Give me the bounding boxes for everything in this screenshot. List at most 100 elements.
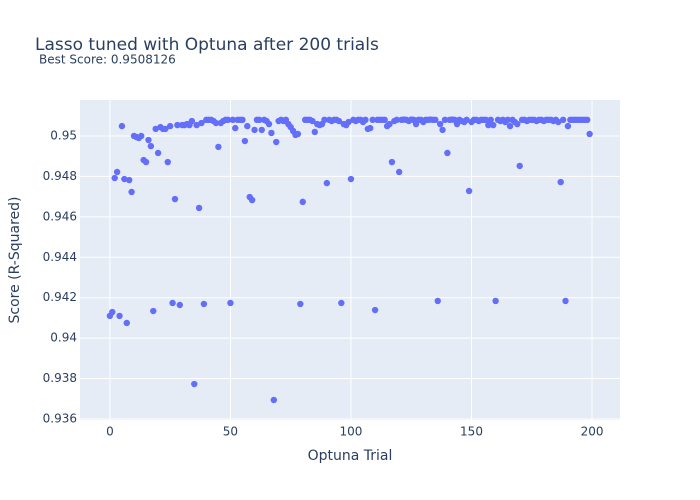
- point: [345, 118, 352, 126]
- point: [241, 137, 249, 145]
- point: [584, 116, 591, 124]
- point: [193, 121, 200, 129]
- y-tick-label: 0.944: [43, 250, 77, 264]
- point: [123, 319, 130, 327]
- point: [273, 138, 280, 146]
- x-tick-label: 200: [581, 425, 604, 439]
- point: [393, 116, 400, 124]
- point: [191, 380, 198, 388]
- point: [125, 176, 133, 184]
- x-tick-label: 50: [223, 425, 238, 439]
- y-tick-label: 0.938: [43, 371, 77, 385]
- point: [388, 158, 396, 166]
- point: [586, 130, 593, 138]
- point: [232, 124, 239, 132]
- point: [432, 116, 439, 124]
- point: [154, 149, 162, 157]
- point: [492, 297, 499, 305]
- y-tick-label: 0.948: [43, 169, 77, 183]
- point: [118, 122, 126, 130]
- point: [321, 116, 328, 124]
- point: [128, 188, 135, 196]
- point: [323, 179, 331, 187]
- point: [485, 121, 492, 129]
- point: [506, 122, 514, 130]
- y-tick-label: 0.946: [43, 209, 77, 223]
- point: [463, 116, 470, 124]
- point: [311, 128, 319, 136]
- point: [109, 308, 116, 316]
- point: [176, 301, 184, 309]
- point: [150, 307, 157, 315]
- point: [147, 142, 155, 150]
- point: [138, 132, 145, 140]
- point: [381, 116, 388, 124]
- point: [487, 116, 494, 124]
- point: [369, 116, 376, 124]
- point: [116, 312, 123, 320]
- point: [145, 136, 152, 144]
- point: [362, 116, 369, 124]
- point: [164, 158, 171, 166]
- point: [395, 168, 403, 176]
- y-tick-label: 0.942: [43, 290, 77, 304]
- point: [212, 119, 220, 127]
- point: [171, 195, 179, 203]
- x-tick-label: 150: [460, 425, 483, 439]
- point: [557, 178, 564, 186]
- point: [239, 116, 246, 124]
- point: [516, 162, 523, 170]
- chart-subtitle: Best Score: 0.9508126: [39, 53, 176, 67]
- point: [367, 124, 374, 132]
- point: [200, 300, 208, 308]
- point: [309, 117, 316, 125]
- point: [152, 125, 159, 133]
- x-axis-title: Optuna Trial: [308, 448, 393, 464]
- point: [162, 125, 169, 133]
- point: [198, 119, 205, 127]
- point: [371, 306, 379, 314]
- point: [268, 129, 275, 137]
- point: [229, 116, 237, 124]
- point: [297, 300, 304, 308]
- point: [444, 149, 451, 157]
- chart-title: Lasso tuned with Optuna after 200 trials: [35, 35, 379, 55]
- point: [489, 121, 497, 129]
- y-tick-label: 0.95: [50, 128, 77, 142]
- point: [244, 122, 251, 130]
- point: [121, 175, 128, 183]
- point: [439, 126, 446, 134]
- point: [166, 122, 174, 130]
- point: [436, 120, 444, 128]
- point: [256, 116, 263, 124]
- plot-area: [80, 100, 620, 420]
- point: [224, 116, 232, 124]
- point: [482, 116, 490, 124]
- y-axis-title: Score (R-Squared): [7, 197, 23, 324]
- point: [347, 175, 355, 183]
- y-tick-label: 0.94: [50, 331, 77, 345]
- point: [465, 187, 473, 195]
- point: [188, 117, 196, 125]
- point: [215, 143, 222, 151]
- point: [258, 126, 265, 134]
- point: [227, 299, 234, 307]
- point: [555, 118, 562, 126]
- point: [335, 117, 343, 125]
- point: [248, 196, 256, 204]
- x-tick-label: 0: [106, 425, 114, 439]
- point: [559, 116, 567, 124]
- point: [434, 297, 441, 305]
- point: [504, 116, 511, 124]
- point: [169, 299, 176, 307]
- point: [386, 120, 393, 128]
- point: [294, 130, 302, 138]
- point: [564, 122, 572, 130]
- point: [142, 158, 150, 166]
- point: [270, 396, 278, 404]
- point: [251, 126, 258, 134]
- point: [111, 174, 118, 182]
- point: [265, 120, 273, 128]
- y-tick-label: 0.936: [43, 411, 77, 425]
- point: [174, 121, 181, 129]
